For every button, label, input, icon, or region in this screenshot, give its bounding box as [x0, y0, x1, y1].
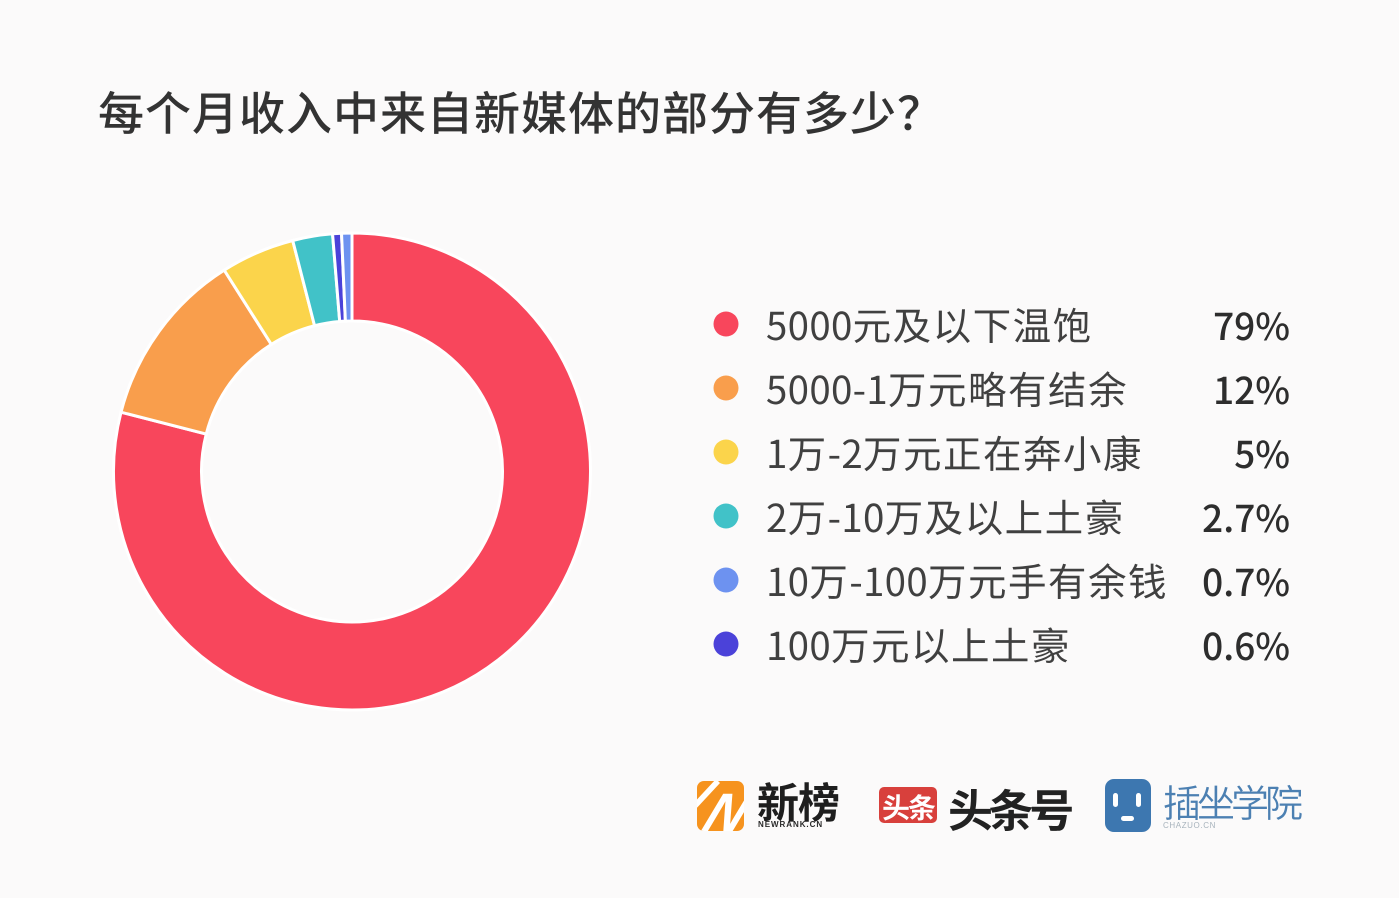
- svg-text:CHAZUO.CN: CHAZUO.CN: [1163, 821, 1216, 830]
- svg-text:NEWRANK.CN: NEWRANK.CN: [758, 820, 823, 829]
